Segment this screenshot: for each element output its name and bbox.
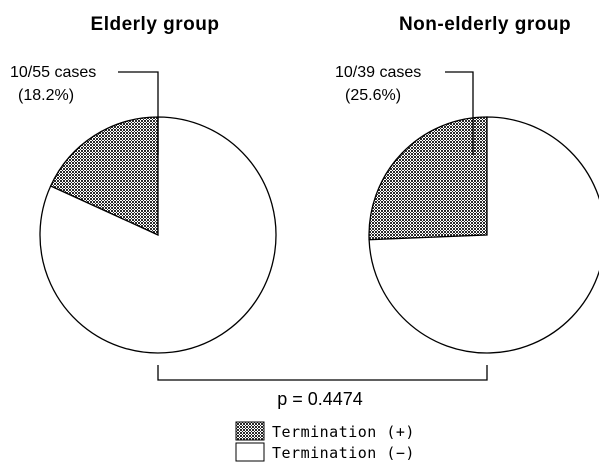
- annotation-elderly-count: 10/55 cases: [10, 64, 96, 81]
- legend: Termination (+) Termination (−): [235, 421, 415, 462]
- annotation-non-elderly-count: 10/39 cases: [335, 64, 421, 81]
- annotation-non-elderly-percent: (25.6%): [345, 87, 401, 104]
- legend-swatch-termination-minus: [235, 442, 265, 462]
- pie-title-elderly: Elderly group: [91, 14, 220, 35]
- legend-swatch-termination-plus: [235, 421, 265, 441]
- legend-label-termination-plus: Termination (+): [272, 423, 415, 441]
- pie-slice-non-elderly-termination-minus: [368, 116, 599, 354]
- annotation-leader-non-elderly: [445, 71, 474, 155]
- pie-slice-elderly-termination-plus: [49, 116, 159, 237]
- pie-elderly: [39, 116, 277, 354]
- annotation-elderly-percent: (18.2%): [18, 87, 74, 104]
- annotation-leader-elderly: [118, 71, 159, 155]
- pie-non-elderly: [368, 116, 599, 354]
- legend-label-termination-minus: Termination (−): [272, 444, 415, 462]
- p-value-label: p = 0.4474: [277, 389, 363, 409]
- pie-slice-elderly-termination-minus: [39, 116, 277, 354]
- pie-title-non-elderly: Non-elderly group: [399, 14, 571, 35]
- pie-slice-non-elderly-termination-plus: [368, 116, 488, 241]
- comparison-bracket: [157, 365, 488, 381]
